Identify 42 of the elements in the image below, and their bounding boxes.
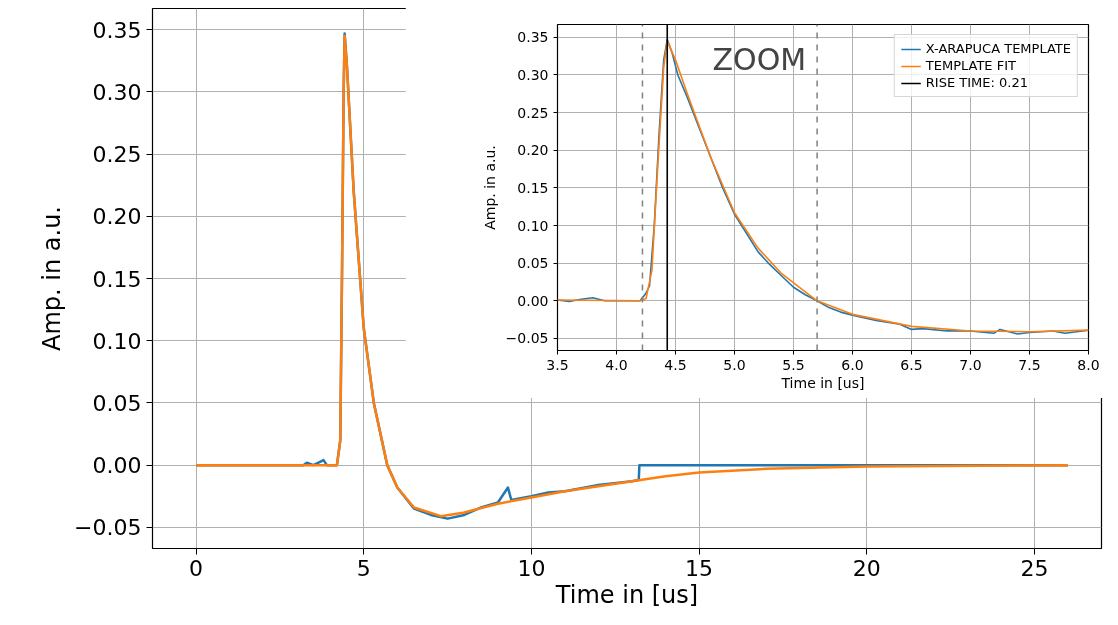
y-axis-title: Amp. in a.u. — [38, 206, 67, 351]
y-tick-label: 0.35 — [517, 29, 549, 46]
y-tick-label: 0.00 — [517, 292, 549, 309]
x-tick-label: 4.5 — [664, 356, 687, 373]
x-tick-label: 3.5 — [546, 356, 569, 373]
y-tick-label: 0.05 — [517, 255, 549, 272]
x-tick-label: 5.5 — [782, 356, 805, 373]
y-tick-label: 0.20 — [517, 142, 549, 159]
y-tick-label: 0.10 — [92, 328, 142, 354]
y-tick-label: 0.10 — [517, 217, 549, 234]
x-tick-label: 25 — [1020, 555, 1049, 581]
y-tick-label: 0.30 — [517, 66, 549, 83]
x-axis-title: Time in [us] — [780, 374, 865, 391]
x-tick-label: 8.0 — [1077, 356, 1100, 373]
x-tick-label: 0 — [189, 555, 204, 581]
x-tick-label: 7.5 — [1018, 356, 1041, 373]
x-tick-label: 10 — [517, 555, 546, 581]
annotation: ZOOM — [712, 41, 807, 77]
y-tick-label: −0.05 — [74, 515, 142, 541]
y-tick-label: 0.35 — [92, 17, 142, 43]
legend-label: X-ARAPUCA TEMPLATE — [925, 41, 1071, 56]
x-tick-label: 15 — [685, 555, 714, 581]
y-tick-label: 0.05 — [92, 390, 142, 416]
legend-label: TEMPLATE FIT — [925, 58, 1016, 73]
y-tick-label: 0.25 — [92, 142, 142, 168]
y-tick-label: 0.30 — [92, 79, 142, 105]
x-tick-label: 20 — [852, 555, 881, 581]
x-tick-label: 5 — [356, 555, 371, 581]
x-tick-label: 7.0 — [959, 356, 982, 373]
y-tick-label: 0.15 — [517, 179, 549, 196]
y-axis-title: Amp. in a.u. — [481, 145, 498, 230]
y-tick-label: 0.00 — [92, 453, 142, 479]
y-tick-label: 0.25 — [517, 104, 549, 121]
x-tick-label: 4.0 — [605, 356, 628, 373]
y-tick-label: 0.20 — [92, 204, 142, 230]
x-axis-title: Time in [us] — [554, 580, 699, 609]
x-tick-label: 6.0 — [841, 356, 864, 373]
x-tick-label: 5.0 — [723, 356, 746, 373]
y-tick-label: 0.15 — [92, 266, 142, 292]
y-tick-label: −0.05 — [505, 330, 549, 347]
legend-label: RISE TIME: 0.21 — [925, 75, 1028, 90]
x-tick-label: 6.5 — [900, 356, 923, 373]
